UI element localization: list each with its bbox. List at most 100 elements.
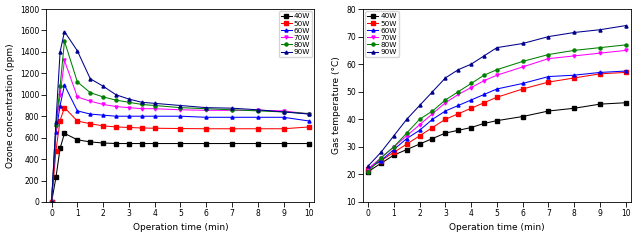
90W <box>99 85 107 88</box>
70W <box>52 125 60 128</box>
60W <box>112 115 120 118</box>
50W <box>112 125 120 128</box>
Line: 90W: 90W <box>366 24 627 168</box>
60W <box>254 116 262 119</box>
90W <box>570 31 578 34</box>
70W <box>125 106 132 109</box>
60W <box>61 84 68 87</box>
40W <box>87 140 94 143</box>
40W <box>596 103 604 105</box>
40W <box>61 132 68 135</box>
Line: 70W: 70W <box>366 49 627 170</box>
50W <box>377 159 385 162</box>
50W <box>441 118 449 121</box>
50W <box>73 120 81 123</box>
60W <box>390 148 397 151</box>
40W <box>228 142 236 145</box>
80W <box>228 108 236 111</box>
40W <box>73 138 81 141</box>
50W <box>254 127 262 130</box>
50W <box>61 106 68 109</box>
70W <box>87 100 94 103</box>
90W <box>52 120 60 123</box>
80W <box>306 112 313 115</box>
40W <box>125 142 132 145</box>
60W <box>622 70 629 73</box>
50W <box>493 96 501 99</box>
80W <box>151 104 159 107</box>
70W <box>570 55 578 57</box>
40W <box>138 142 146 145</box>
40W <box>403 148 410 151</box>
60W <box>403 137 410 140</box>
90W <box>416 104 424 107</box>
60W <box>138 115 146 118</box>
90W <box>364 165 372 168</box>
Line: 60W: 60W <box>50 84 311 203</box>
40W <box>416 143 424 145</box>
80W <box>377 156 385 159</box>
90W <box>73 50 81 52</box>
60W <box>364 168 372 170</box>
80W <box>622 44 629 46</box>
50W <box>429 126 436 129</box>
50W <box>138 127 146 129</box>
Line: 90W: 90W <box>50 30 311 203</box>
90W <box>390 134 397 137</box>
90W <box>228 107 236 110</box>
60W <box>454 104 462 107</box>
50W <box>454 112 462 115</box>
60W <box>519 82 527 85</box>
50W <box>99 124 107 127</box>
70W <box>480 79 488 82</box>
40W <box>151 142 159 145</box>
60W <box>429 118 436 121</box>
Legend: 40W, 50W, 60W, 70W, 80W, 90W: 40W, 50W, 60W, 70W, 80W, 90W <box>278 11 312 57</box>
40W <box>99 142 107 144</box>
40W <box>306 142 313 145</box>
50W <box>403 143 410 145</box>
60W <box>480 93 488 96</box>
80W <box>61 40 68 43</box>
80W <box>454 90 462 93</box>
80W <box>416 118 424 121</box>
X-axis label: Operation time (min): Operation time (min) <box>449 223 545 233</box>
50W <box>176 127 184 130</box>
Line: 80W: 80W <box>50 40 311 203</box>
70W <box>493 74 501 77</box>
80W <box>125 101 132 104</box>
60W <box>203 116 210 119</box>
60W <box>280 116 287 119</box>
40W <box>454 129 462 132</box>
50W <box>87 122 94 125</box>
40W <box>377 162 385 165</box>
60W <box>52 131 60 134</box>
90W <box>454 68 462 71</box>
90W <box>125 98 132 100</box>
90W <box>403 118 410 121</box>
70W <box>56 93 64 96</box>
50W <box>468 107 475 110</box>
40W <box>519 115 527 118</box>
40W <box>480 122 488 125</box>
70W <box>306 113 313 115</box>
70W <box>377 156 385 159</box>
90W <box>87 77 94 80</box>
80W <box>254 109 262 112</box>
40W <box>176 142 184 145</box>
70W <box>280 109 287 112</box>
60W <box>468 99 475 101</box>
70W <box>441 101 449 104</box>
70W <box>138 107 146 110</box>
40W <box>468 126 475 129</box>
60W <box>228 116 236 119</box>
80W <box>203 107 210 110</box>
80W <box>441 99 449 101</box>
Y-axis label: Gas temperature (°C): Gas temperature (°C) <box>332 57 341 154</box>
90W <box>61 30 68 33</box>
80W <box>99 95 107 98</box>
90W <box>545 35 552 38</box>
60W <box>416 129 424 132</box>
70W <box>112 105 120 108</box>
90W <box>254 108 262 111</box>
